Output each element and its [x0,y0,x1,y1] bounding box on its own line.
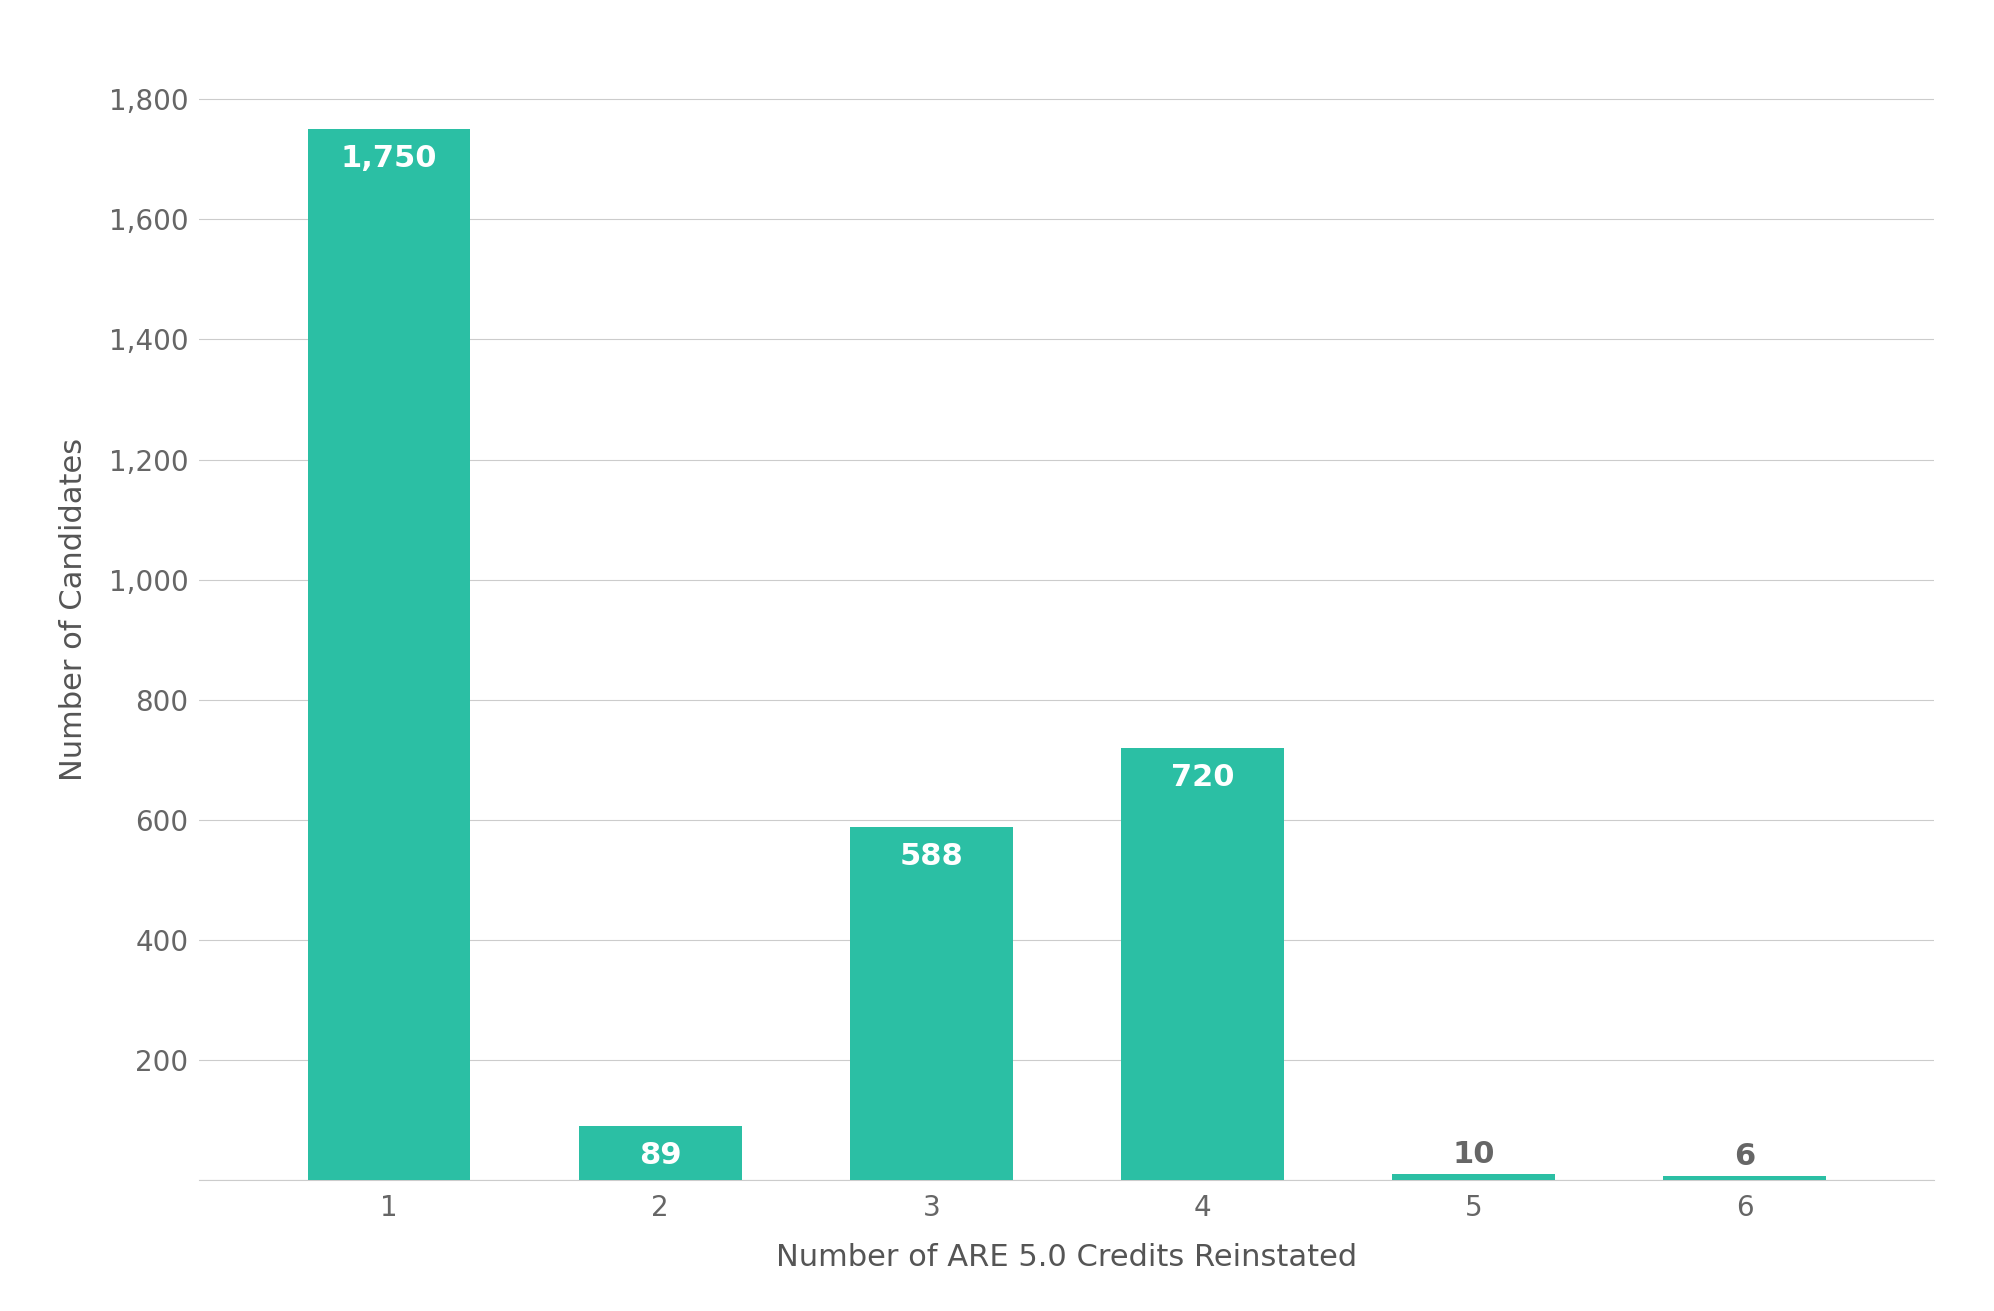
Bar [307,130,471,1180]
Text: 89: 89 [638,1142,682,1171]
Bar [849,827,1013,1180]
Y-axis label: Number of Candidates: Number of Candidates [58,438,88,781]
Text: 720: 720 [1170,763,1234,792]
Text: 588: 588 [899,842,963,871]
Bar [578,1126,742,1180]
Text: 6: 6 [1735,1142,1755,1172]
Bar [1121,747,1284,1180]
Text: 10: 10 [1452,1141,1496,1169]
Text: 1,750: 1,750 [341,144,437,173]
X-axis label: Number of ARE 5.0 Credits Reinstated: Number of ARE 5.0 Credits Reinstated [776,1243,1358,1272]
Bar [1392,1173,1555,1180]
Bar [1663,1176,1827,1180]
